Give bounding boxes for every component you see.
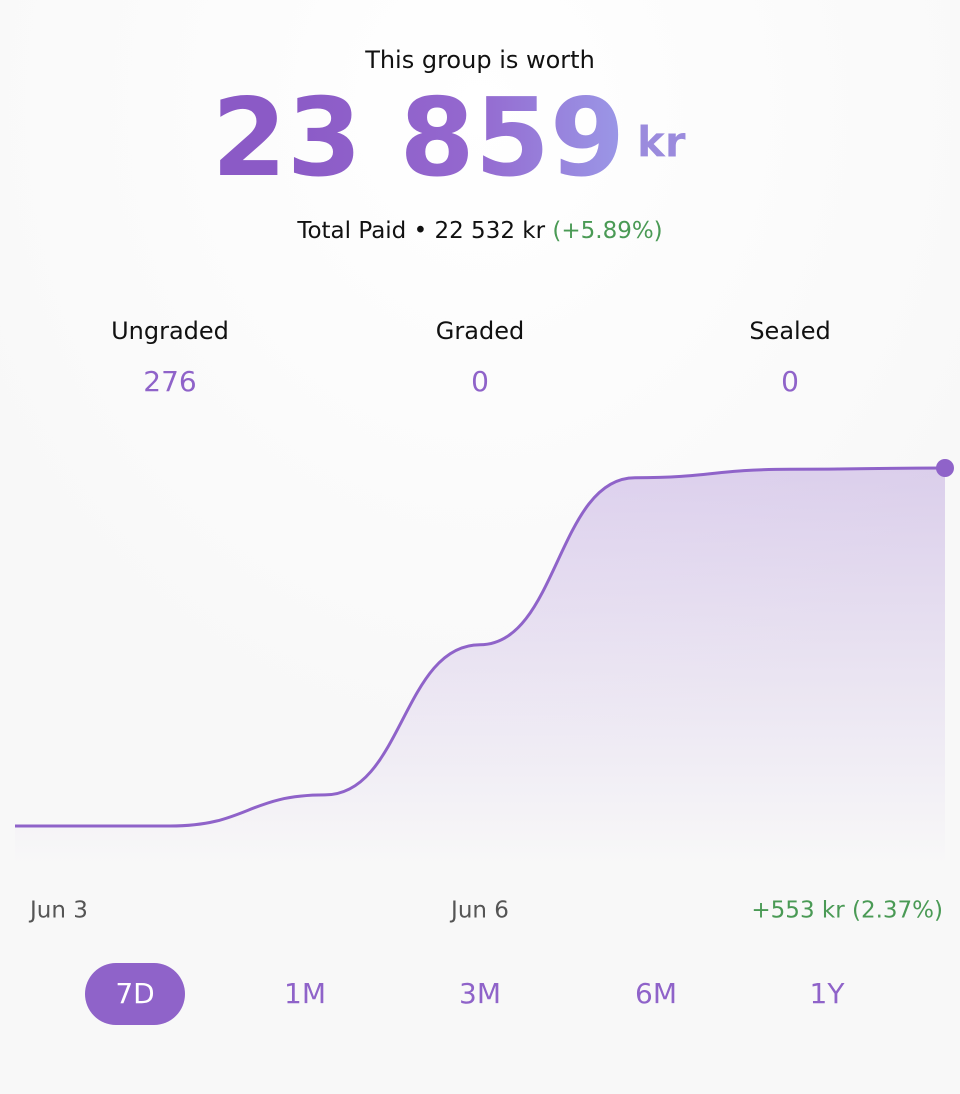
range-button[interactable]: 6M bbox=[635, 977, 677, 1010]
total-paid-value: 22 532 kr bbox=[434, 218, 545, 244]
stat-label: Sealed bbox=[749, 317, 830, 345]
x-tick-label: Jun 6 bbox=[449, 898, 509, 924]
chart: Jun 3 Jun 6 +553 kr (2.37%) bbox=[14, 459, 954, 924]
x-tick-label: Jun 3 bbox=[28, 898, 88, 924]
stats: Ungraded 276 Graded 0 Sealed 0 bbox=[111, 317, 831, 398]
stat-label: Ungraded bbox=[111, 317, 229, 345]
range-button[interactable]: 3M bbox=[459, 977, 501, 1010]
total-paid-change: (+5.89%) bbox=[552, 218, 662, 244]
stat-label: Graded bbox=[436, 317, 524, 345]
range-button[interactable]: 7D bbox=[115, 977, 154, 1010]
range-button[interactable]: 1M bbox=[284, 977, 326, 1010]
line bbox=[14, 466, 946, 828]
currency: kr bbox=[637, 118, 686, 167]
stat-value: 276 bbox=[143, 365, 196, 398]
separator: • bbox=[414, 218, 428, 244]
change-label: +553 kr (2.37%) bbox=[751, 898, 943, 924]
end-point bbox=[936, 459, 954, 477]
range-selected-bg[interactable] bbox=[85, 963, 185, 1025]
area bbox=[15, 468, 945, 866]
total-paid-label: Total Paid bbox=[296, 218, 406, 244]
subtitle: This group is worth bbox=[364, 46, 595, 74]
stat-value: 0 bbox=[781, 365, 799, 398]
total-paid: Total Paid • 22 532 kr (+5.89%) bbox=[296, 218, 662, 244]
total-value: 23 859 bbox=[212, 76, 625, 201]
range-button[interactable]: 1Y bbox=[810, 977, 846, 1010]
stat-value: 0 bbox=[471, 365, 489, 398]
range-selector: 7D 1M 3M 6M 1Y bbox=[85, 963, 845, 1025]
